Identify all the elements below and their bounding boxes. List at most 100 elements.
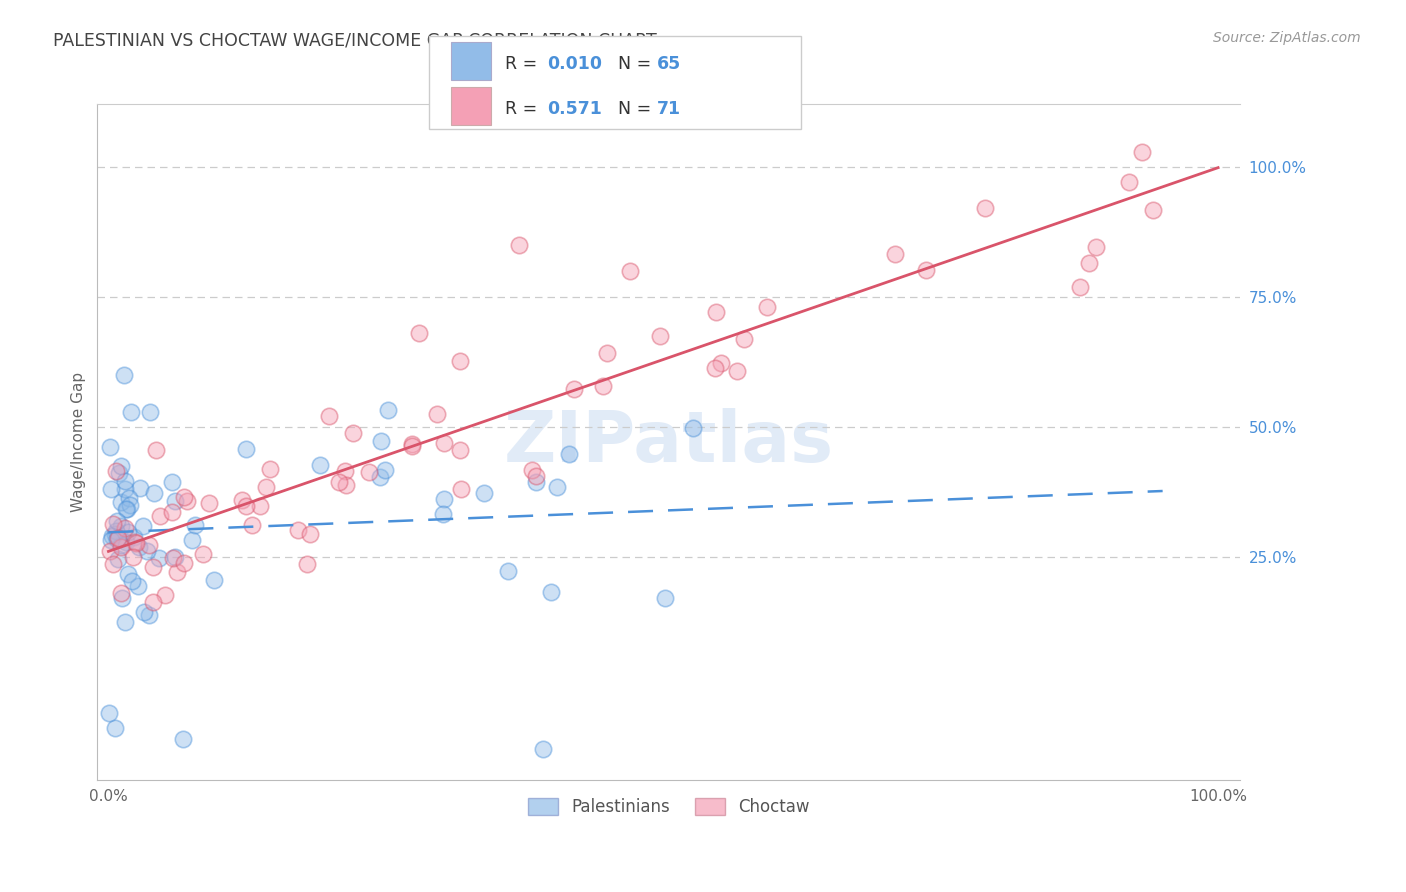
Point	[125, 535, 148, 549]
Point	[524, 475, 547, 489]
Text: 0.571: 0.571	[547, 100, 602, 118]
Point	[287, 524, 309, 538]
Point	[180, 533, 202, 548]
Point	[703, 361, 725, 376]
Point	[546, 480, 568, 494]
Point	[136, 543, 159, 558]
Point	[114, 521, 136, 535]
Text: 65: 65	[657, 54, 681, 73]
Point	[377, 402, 399, 417]
Point	[115, 501, 138, 516]
Point	[160, 505, 183, 519]
Point	[540, 585, 562, 599]
Point	[114, 475, 136, 489]
Point	[704, 305, 727, 319]
Point	[117, 567, 139, 582]
Point	[114, 482, 136, 496]
Point	[520, 463, 543, 477]
Point	[1142, 203, 1164, 218]
Point	[172, 731, 194, 746]
Point	[118, 498, 141, 512]
Point	[191, 547, 214, 561]
Point	[370, 434, 392, 448]
Point	[197, 496, 219, 510]
Point	[526, 469, 548, 483]
Point	[107, 531, 129, 545]
Point	[408, 326, 430, 340]
Text: PALESTINIAN VS CHOCTAW WAGE/INCOME GAP CORRELATION CHART: PALESTINIAN VS CHOCTAW WAGE/INCOME GAP C…	[53, 31, 657, 49]
Point	[149, 509, 172, 524]
Point	[432, 507, 454, 521]
Point	[139, 404, 162, 418]
Point	[122, 550, 145, 565]
Point	[173, 490, 195, 504]
Point	[120, 405, 142, 419]
Point	[165, 549, 187, 564]
Point	[114, 368, 136, 382]
Point	[98, 441, 121, 455]
Point	[100, 533, 122, 547]
Point	[118, 491, 141, 505]
Point	[110, 538, 132, 552]
Point	[117, 525, 139, 540]
Point	[104, 464, 127, 478]
Text: N =: N =	[607, 54, 657, 73]
Point	[654, 591, 676, 606]
Point	[115, 502, 138, 516]
Point	[115, 535, 138, 549]
Point	[914, 263, 936, 277]
Text: 71: 71	[657, 100, 681, 118]
Point	[103, 517, 125, 532]
Point	[1077, 256, 1099, 270]
Point	[249, 500, 271, 514]
Point	[401, 439, 423, 453]
Legend: Palestinians, Choctaw: Palestinians, Choctaw	[522, 791, 817, 822]
Point	[104, 527, 127, 541]
Point	[145, 442, 167, 457]
Point	[648, 329, 671, 343]
Point	[110, 519, 132, 533]
Point	[342, 426, 364, 441]
Point	[450, 482, 472, 496]
Point	[101, 529, 124, 543]
Point	[368, 470, 391, 484]
Point	[592, 379, 614, 393]
Point	[1118, 175, 1140, 189]
Point	[295, 557, 318, 571]
Point	[163, 493, 186, 508]
Point	[884, 247, 907, 261]
Point	[755, 300, 778, 314]
Point	[132, 606, 155, 620]
Point	[142, 485, 165, 500]
Point	[122, 530, 145, 544]
Point	[433, 436, 456, 450]
Point	[128, 540, 150, 554]
Point	[682, 420, 704, 434]
Point	[558, 447, 581, 461]
Point	[98, 706, 121, 720]
Point	[973, 201, 995, 215]
Point	[202, 574, 225, 588]
Point	[162, 551, 184, 566]
Point	[110, 459, 132, 474]
Point	[173, 556, 195, 570]
Text: R =: R =	[505, 100, 543, 118]
Point	[710, 356, 733, 370]
Point	[449, 354, 471, 368]
Point	[104, 524, 127, 538]
Point	[595, 346, 617, 360]
Point	[104, 721, 127, 735]
Point	[110, 540, 132, 554]
Point	[318, 409, 340, 423]
Point	[231, 492, 253, 507]
Point	[333, 464, 356, 478]
Point	[138, 607, 160, 622]
Point	[254, 480, 277, 494]
Point	[105, 533, 128, 547]
Point	[235, 442, 257, 457]
Point	[121, 574, 143, 588]
Text: 0.010: 0.010	[547, 54, 602, 73]
Point	[162, 475, 184, 489]
Point	[101, 557, 124, 571]
Point	[733, 332, 755, 346]
